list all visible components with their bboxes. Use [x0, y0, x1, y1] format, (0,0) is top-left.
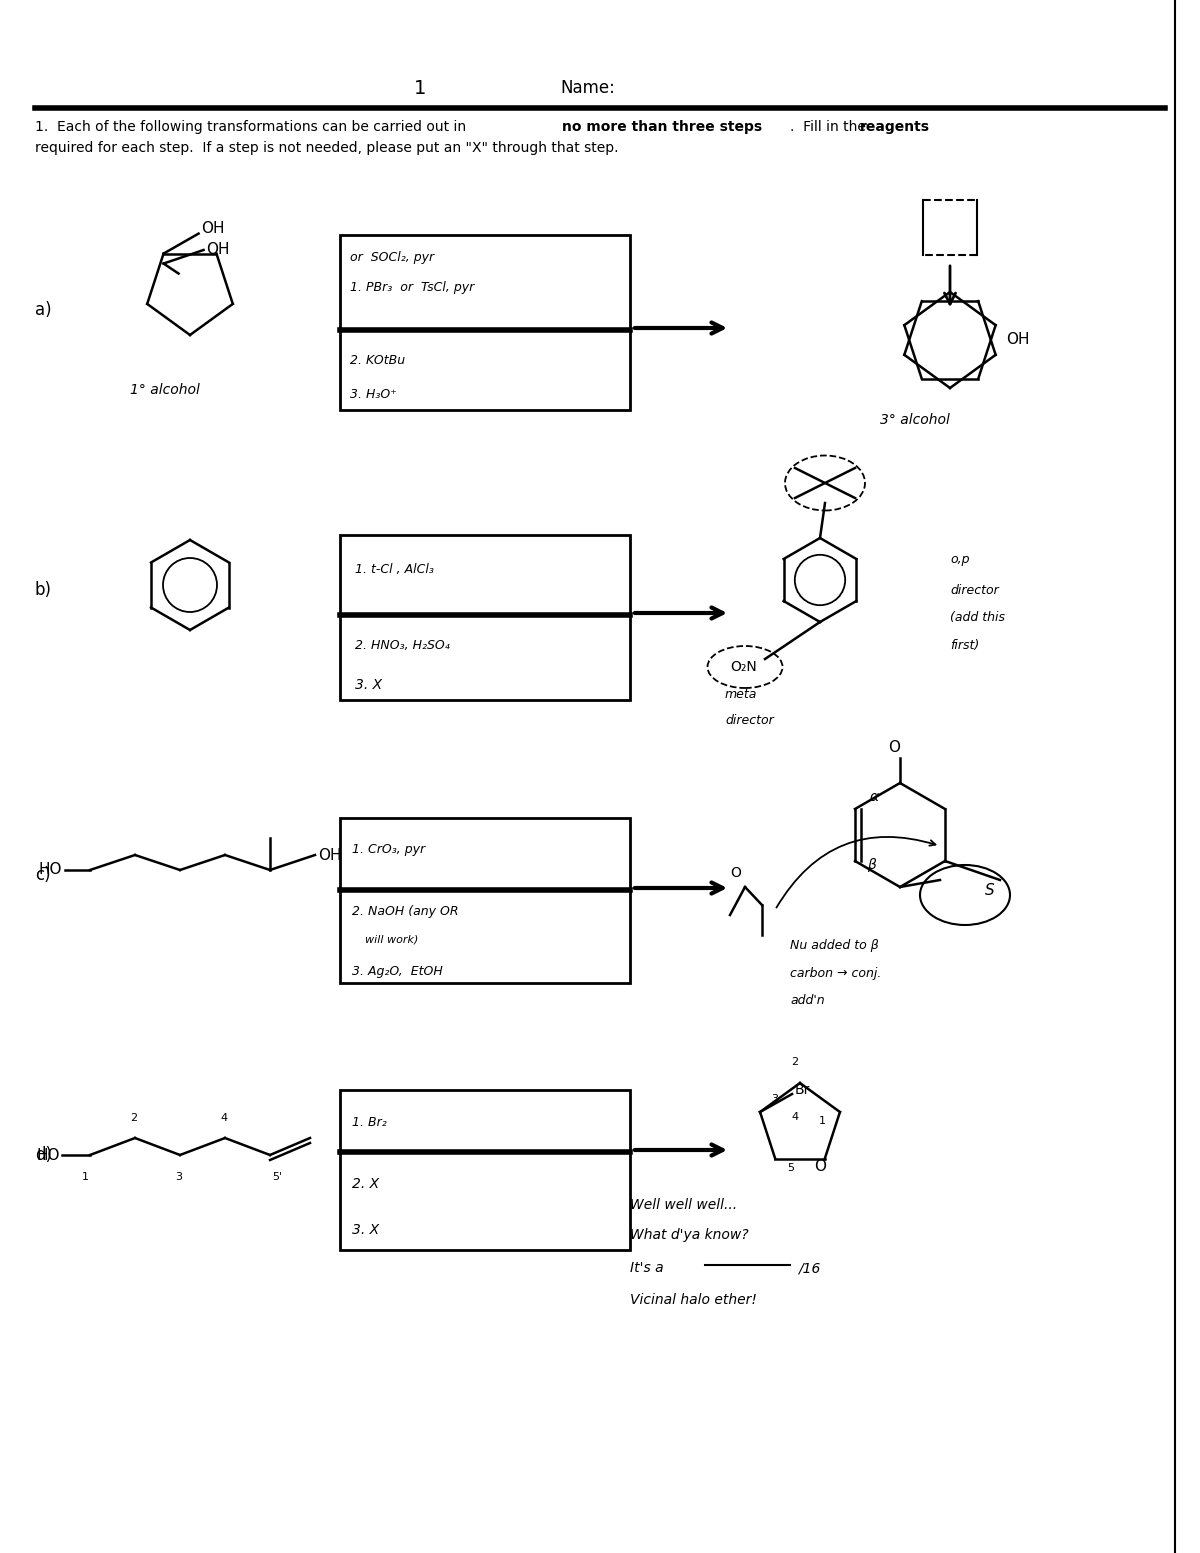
Text: a): a)	[35, 301, 52, 318]
Text: 3° alcohol: 3° alcohol	[880, 413, 950, 427]
Text: S: S	[985, 884, 995, 898]
Text: OH: OH	[206, 242, 230, 258]
Text: 1: 1	[414, 79, 426, 98]
Text: /16: /16	[798, 1261, 821, 1275]
Text: 4: 4	[792, 1112, 798, 1121]
Text: 5: 5	[787, 1163, 794, 1173]
Text: α: α	[870, 790, 880, 804]
Text: first): first)	[950, 638, 979, 652]
Text: carbon → conj.: carbon → conj.	[790, 966, 881, 980]
Text: b): b)	[35, 581, 52, 599]
Bar	[340, 534, 630, 700]
Text: c): c)	[35, 867, 50, 884]
Text: β: β	[866, 857, 876, 871]
Text: 3. Ag₂O,  EtOH: 3. Ag₂O, EtOH	[352, 966, 443, 978]
Text: 5': 5'	[272, 1173, 282, 1182]
Text: O₂N: O₂N	[730, 660, 757, 674]
Text: required for each step.  If a step is not needed, please put an "X" through that: required for each step. If a step is not…	[35, 141, 618, 155]
Text: 1: 1	[82, 1173, 89, 1182]
Text: or  SOCl₂, pyr: or SOCl₂, pyr	[350, 250, 434, 264]
Text: HO: HO	[38, 862, 62, 877]
Text: reagents: reagents	[860, 120, 930, 134]
Text: .  Fill in the: . Fill in the	[790, 120, 870, 134]
Text: 1° alcohol: 1° alcohol	[130, 384, 200, 398]
Text: 2. NaOH (any OR: 2. NaOH (any OR	[352, 905, 458, 918]
Text: 3. X: 3. X	[355, 679, 382, 693]
Text: 2: 2	[792, 1058, 798, 1067]
Text: O: O	[888, 741, 900, 755]
Text: Name:: Name:	[560, 79, 614, 96]
Bar	[340, 1090, 630, 1250]
Bar	[340, 235, 630, 410]
Bar	[340, 818, 630, 983]
Text: Br: Br	[796, 1082, 810, 1096]
Text: meta: meta	[725, 688, 757, 702]
Text: will work): will work)	[365, 935, 419, 944]
Text: director: director	[950, 584, 998, 596]
Text: 2. HNO₃, H₂SO₄: 2. HNO₃, H₂SO₄	[355, 638, 450, 652]
Text: Nu added to β: Nu added to β	[790, 938, 878, 952]
Text: add'n: add'n	[790, 994, 824, 1006]
Text: 2: 2	[130, 1114, 137, 1123]
Text: OH: OH	[1006, 332, 1030, 348]
Text: 4: 4	[220, 1114, 227, 1123]
Text: (add this: (add this	[950, 612, 1006, 624]
Text: 3: 3	[175, 1173, 182, 1182]
Text: 2. X: 2. X	[352, 1177, 379, 1191]
Text: d): d)	[35, 1146, 52, 1165]
Text: 1. t-Cl , AlCl₃: 1. t-Cl , AlCl₃	[355, 564, 434, 576]
Text: Well well well...: Well well well...	[630, 1197, 737, 1211]
Text: O: O	[731, 867, 742, 881]
Text: OH: OH	[318, 848, 342, 862]
Text: 2. KOtBu: 2. KOtBu	[350, 354, 406, 367]
Text: 1. PBr₃  or  TsCl, pyr: 1. PBr₃ or TsCl, pyr	[350, 281, 474, 294]
Text: HO: HO	[36, 1148, 60, 1163]
Text: 1. Br₂: 1. Br₂	[352, 1115, 386, 1129]
Text: o,p: o,p	[950, 553, 970, 567]
Text: What d'ya know?: What d'ya know?	[630, 1228, 749, 1242]
Text: 3. X: 3. X	[352, 1224, 379, 1238]
Text: director: director	[725, 713, 774, 727]
Text: 3: 3	[772, 1093, 779, 1104]
Text: O: O	[814, 1159, 826, 1174]
Text: Vicinal halo ether!: Vicinal halo ether!	[630, 1294, 757, 1308]
Text: no more than three steps: no more than three steps	[562, 120, 762, 134]
Text: OH: OH	[202, 221, 226, 236]
Text: 1: 1	[818, 1117, 826, 1126]
Text: It's a: It's a	[630, 1261, 664, 1275]
Text: 1. CrO₃, pyr: 1. CrO₃, pyr	[352, 843, 425, 857]
Text: 3. H₃O⁺: 3. H₃O⁺	[350, 388, 397, 402]
Text: 1.  Each of the following transformations can be carried out in: 1. Each of the following transformations…	[35, 120, 470, 134]
